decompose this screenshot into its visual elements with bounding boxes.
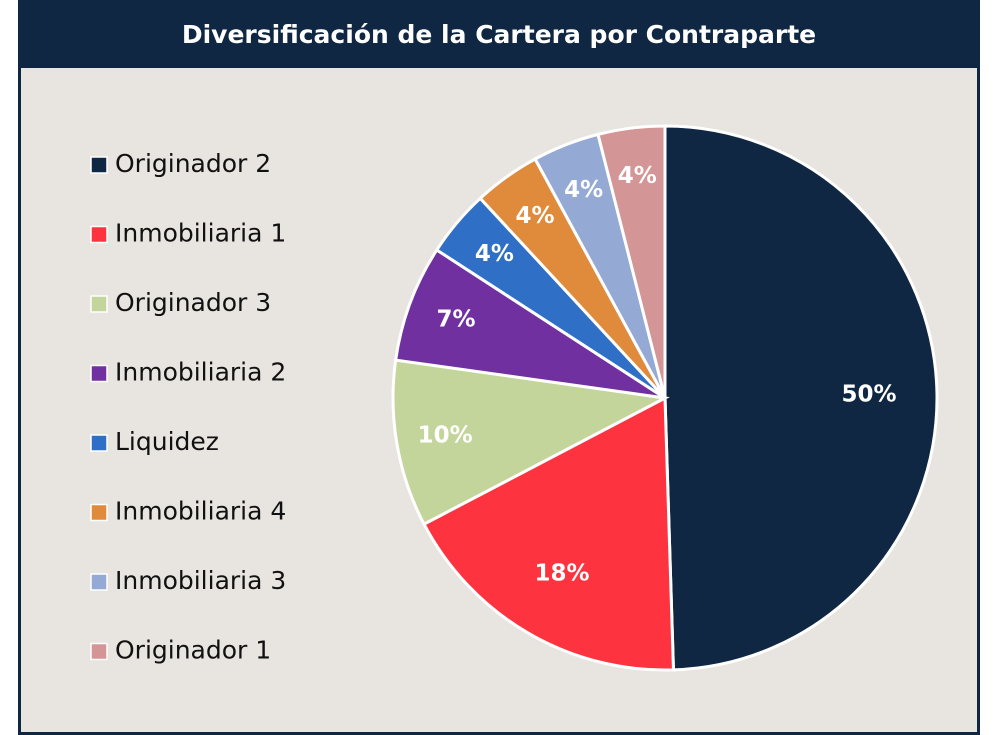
data-label: 18% <box>535 561 590 587</box>
data-label: 4% <box>475 241 514 267</box>
data-label: 4% <box>564 177 603 203</box>
pie-slice <box>596 124 667 399</box>
pie-slice <box>663 124 939 672</box>
data-label: 10% <box>418 422 473 448</box>
legend-label: Originador 2 <box>115 149 271 178</box>
legend-label: Originador 1 <box>115 636 271 665</box>
data-label: 4% <box>515 203 554 229</box>
legend-swatch <box>90 642 108 661</box>
title-bar <box>18 0 980 68</box>
legend-label: Inmobiliaria 4 <box>115 497 286 526</box>
legend-label: Inmobiliaria 2 <box>115 358 286 387</box>
legend-label: Liquidez <box>115 427 219 456</box>
legend-label: Originador 3 <box>115 288 271 317</box>
legend-label: Inmobiliaria 3 <box>115 566 286 595</box>
legend-swatch <box>90 434 108 452</box>
chart-title: Diversificación de la Cartera por Contra… <box>182 20 816 49</box>
data-label: 7% <box>437 306 476 332</box>
data-label: 4% <box>618 163 657 189</box>
pie-slice <box>421 395 676 672</box>
legend-swatch <box>90 156 108 174</box>
legend-swatch <box>90 225 108 244</box>
legend-swatch <box>90 364 108 383</box>
data-label: 50% <box>841 381 896 407</box>
legend-swatch <box>90 573 108 591</box>
pie-slice <box>393 247 666 400</box>
legend-swatch <box>90 295 108 313</box>
legend-swatch <box>90 503 108 522</box>
legend-label: Inmobiliaria 1 <box>115 219 286 248</box>
pie-slice <box>391 358 670 527</box>
